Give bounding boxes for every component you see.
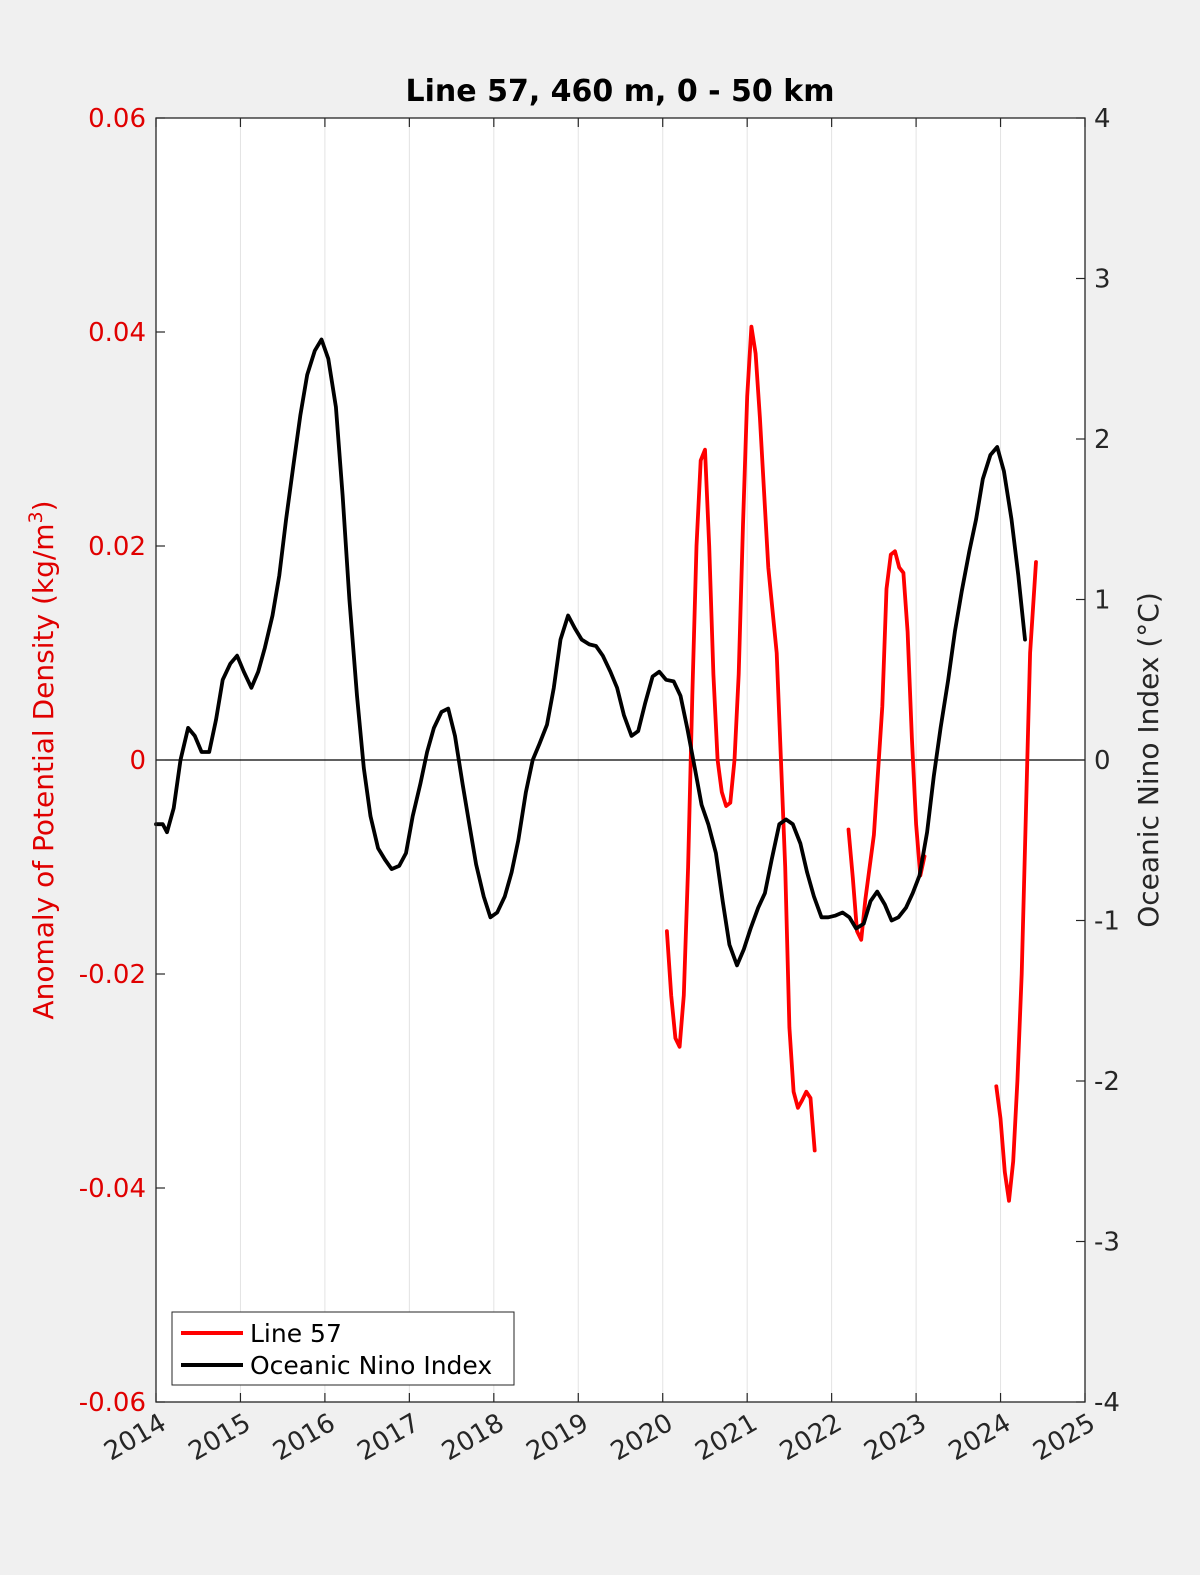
y-right-tick-label: -2 <box>1094 1067 1120 1097</box>
y-right-tick-label: 3 <box>1094 265 1111 295</box>
chart-title: Line 57, 460 m, 0 - 50 km <box>406 74 835 109</box>
y-axis-right-label: Oceanic Nino Index (°C) <box>1132 592 1165 928</box>
y-axis-left-label-main: Anomaly of Potential Density (kg/m <box>27 523 60 1019</box>
series-line-oceanic-nino-index <box>154 337 1027 968</box>
series-line-line-57 <box>994 560 1038 1203</box>
y-left-tick-label: 0 <box>129 746 146 776</box>
y-right-tick-label: 1 <box>1094 586 1111 616</box>
y-right-tick-label: -4 <box>1094 1388 1120 1418</box>
y-right-tick-label: -3 <box>1094 1228 1120 1258</box>
series-line-line-57 <box>846 549 927 942</box>
y-axis-left-label-sup: 3 <box>25 511 47 523</box>
y-left-tick-label: 0.06 <box>88 104 146 134</box>
y-right-tick-label: -1 <box>1094 907 1120 937</box>
series-layer <box>154 324 1038 1203</box>
tick-marks <box>155 117 1086 1403</box>
legend-label-oni: Oceanic Nino Index <box>250 1351 492 1380</box>
y-axis-left-label: Anomaly of Potential Density (kg/m3) <box>25 500 60 1019</box>
legend-box <box>171 1311 515 1386</box>
legend: Line 57 Oceanic Nino Index <box>171 1311 515 1386</box>
y-left-tick-label: -0.02 <box>79 960 146 990</box>
y-right-tick-label: 0 <box>1094 746 1111 776</box>
legend-label-line-57: Line 57 <box>250 1319 342 1348</box>
series-line-line-57 <box>665 324 817 1153</box>
y-axis-left-label-end: ) <box>27 500 60 511</box>
y-left-tick-label: -0.04 <box>79 1174 146 1204</box>
y-left-tick-label: -0.06 <box>79 1388 146 1418</box>
y-left-tick-label: 0.04 <box>88 318 146 348</box>
y-left-tick-label: 0.02 <box>88 532 146 562</box>
y-right-tick-label: 4 <box>1094 104 1111 134</box>
y-right-tick-label: 2 <box>1094 425 1111 455</box>
